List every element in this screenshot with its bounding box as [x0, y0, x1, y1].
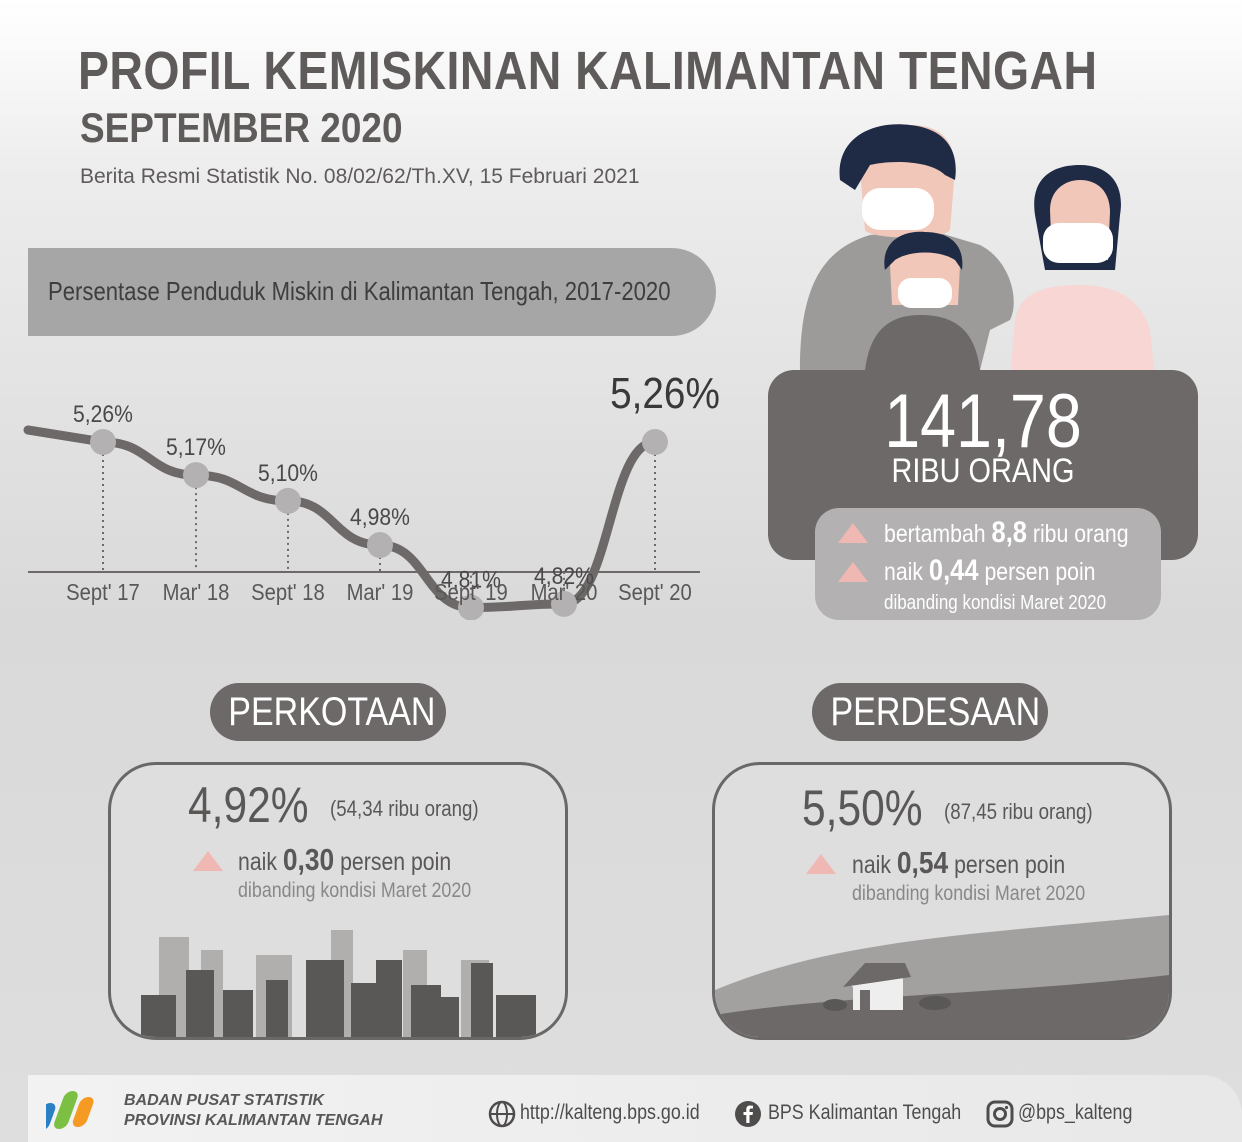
instagram-icon — [986, 1100, 1014, 1128]
urban-count: (54,34 ribu orang) — [330, 796, 479, 821]
x-tick-label: Mar' 20 — [531, 579, 598, 606]
chart-points — [90, 429, 668, 620]
data-label: 4,82% — [534, 563, 594, 590]
chart-x-ticks: Sept' 17 Mar' 18 Sept' 18 Mar' 19 Sept' 19 Ma… — [66, 579, 692, 606]
facebook-icon — [735, 1101, 761, 1127]
data-point — [551, 590, 577, 617]
village-landscape-icon — [715, 915, 1169, 1037]
rural-change: naik 0,54 persen poin — [852, 845, 1066, 880]
facebook-link[interactable]: BPS Kalimantan Tengah — [768, 1101, 962, 1124]
source-reference: Berita Resmi Statistik No. 08/02/62/Th.X… — [80, 165, 640, 188]
globe-icon — [488, 1100, 516, 1128]
total-comparison-note: dibanding kondisi Maret 2020 — [884, 592, 1107, 614]
bps-logo-icon — [46, 1091, 94, 1131]
total-change-count: bertambah 8,8 ribu orang — [884, 516, 1129, 549]
data-point — [90, 429, 116, 455]
urban-percent: 4,92% — [188, 777, 309, 833]
x-tick-label: Sept' 20 — [618, 579, 692, 606]
chart-title: Persentase Penduduk Miskin di Kalimantan… — [48, 276, 671, 306]
org-name-line2: PROVINSI KALIMANTAN TENGAH — [124, 1112, 383, 1129]
page-title: PROFIL KEMISKINAN KALIMANTAN TENGAH — [78, 41, 1098, 101]
x-tick-label: Mar' 18 — [163, 579, 230, 606]
x-tick-label: Sept' 19 — [434, 579, 508, 606]
urban-change: naik 0,30 persen poin — [238, 842, 452, 877]
increase-triangle-icon — [193, 851, 223, 871]
urban-label-pill: PERKOTAAN — [210, 683, 446, 741]
data-point — [642, 429, 668, 455]
total-poor-value: 141,78 — [884, 379, 1082, 464]
increase-triangle-icon — [806, 854, 836, 874]
data-point — [367, 532, 393, 559]
website-link[interactable]: http://kalteng.bps.go.id — [520, 1101, 700, 1124]
data-label: 4,98% — [350, 504, 410, 531]
chart-title-band — [28, 248, 716, 336]
family-illustration — [800, 124, 1155, 380]
x-tick-label: Mar' 19 — [347, 579, 414, 606]
instagram-link[interactable]: @bps_kalteng — [1018, 1101, 1133, 1124]
x-tick-label: Sept' 17 — [66, 579, 140, 606]
footer-bar — [28, 1075, 1242, 1142]
rural-card — [712, 762, 1172, 1040]
total-poor-unit: RIBU ORANG — [891, 452, 1075, 490]
data-point — [275, 487, 301, 514]
data-point — [458, 594, 484, 620]
increase-triangle-icon — [838, 562, 868, 582]
urban-card — [108, 762, 568, 1040]
data-point — [183, 462, 209, 489]
x-tick-label: Sept' 18 — [251, 579, 325, 606]
data-label: 5,26% — [73, 401, 133, 428]
rural-count: (87,45 ribu orang) — [944, 799, 1093, 824]
org-name-line1: BADAN PUSAT STATISTIK — [124, 1092, 324, 1109]
rural-percent: 5,50% — [802, 780, 923, 836]
chart-data-labels: 5,26% 5,17% 5,10% 4,98% 4,81% 4,82% 5,26% — [73, 368, 720, 593]
city-skyline-icon — [141, 930, 536, 1037]
urban-comparison-note: dibanding kondisi Maret 2020 — [238, 879, 472, 902]
increase-triangle-icon — [838, 523, 868, 543]
total-change-panel — [815, 508, 1161, 620]
rural-comparison-note: dibanding kondisi Maret 2020 — [852, 882, 1086, 905]
rural-label-pill: PERDESAAN — [812, 683, 1048, 741]
poverty-line-chart: 5,26% 5,17% 5,10% 4,98% 4,81% 4,82% 5,26% Sept… — [23, 368, 720, 620]
data-label: 5,26% — [610, 368, 720, 418]
data-label: 4,81% — [441, 566, 501, 593]
total-change-points: naik 0,44 persen poin — [884, 554, 1096, 587]
data-label: 5,17% — [166, 434, 226, 461]
data-label: 5,10% — [258, 460, 318, 487]
page-subtitle: SEPTEMBER 2020 — [80, 104, 403, 151]
